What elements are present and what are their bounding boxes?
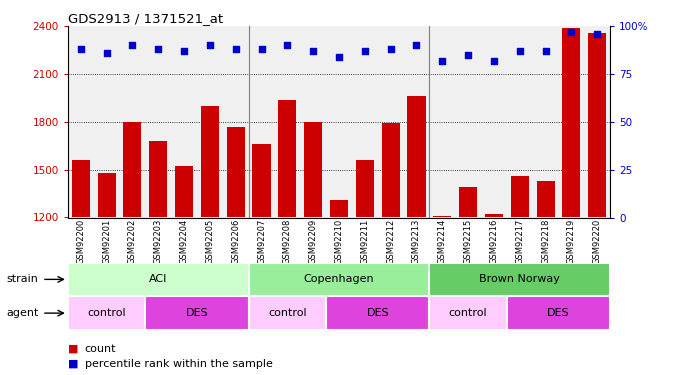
Point — [178, 48, 189, 54]
Point — [308, 48, 319, 54]
Text: ■: ■ — [68, 359, 78, 369]
Bar — [563, 28, 580, 218]
Point — [540, 48, 551, 54]
Point — [592, 31, 603, 37]
Bar — [326, 296, 429, 330]
Bar — [429, 262, 610, 296]
Text: agent: agent — [7, 308, 39, 318]
Bar — [511, 176, 529, 218]
Bar — [433, 216, 452, 217]
Text: control: control — [449, 308, 487, 318]
Point — [231, 46, 241, 52]
Point — [205, 42, 216, 48]
Text: DES: DES — [366, 308, 389, 318]
Bar — [149, 141, 167, 218]
Text: Copenhagen: Copenhagen — [304, 274, 374, 284]
Text: DES: DES — [547, 308, 570, 318]
Bar — [356, 160, 374, 218]
Text: Brown Norway: Brown Norway — [479, 274, 560, 284]
Point — [334, 54, 344, 60]
Bar — [589, 33, 606, 218]
Text: control: control — [268, 308, 306, 318]
Bar — [68, 296, 145, 330]
Bar — [485, 214, 503, 217]
Bar — [330, 200, 348, 217]
Bar — [252, 144, 271, 218]
Text: control: control — [87, 308, 126, 318]
Text: GDS2913 / 1371521_at: GDS2913 / 1371521_at — [68, 12, 223, 25]
Bar — [123, 122, 142, 218]
Bar — [68, 262, 249, 296]
Bar — [278, 99, 296, 218]
Bar — [536, 181, 555, 218]
Text: percentile rank within the sample: percentile rank within the sample — [85, 359, 273, 369]
Point — [489, 58, 500, 64]
Point — [127, 42, 138, 48]
Text: strain: strain — [7, 274, 39, 284]
Text: ACI: ACI — [149, 274, 167, 284]
Point — [256, 46, 267, 52]
Bar — [459, 187, 477, 218]
Bar — [407, 96, 426, 218]
Point — [359, 48, 370, 54]
Point — [282, 42, 293, 48]
Bar — [201, 106, 219, 218]
Bar — [382, 123, 400, 218]
Bar — [98, 173, 115, 217]
Bar — [304, 122, 322, 218]
Bar — [226, 127, 245, 218]
Bar — [507, 296, 610, 330]
Point — [153, 46, 163, 52]
Text: DES: DES — [186, 308, 208, 318]
Text: ■: ■ — [68, 344, 78, 354]
Point — [566, 29, 577, 35]
Point — [437, 58, 447, 64]
Bar — [429, 296, 507, 330]
Point — [75, 46, 86, 52]
Bar — [249, 262, 429, 296]
Point — [515, 48, 525, 54]
Bar — [72, 160, 89, 218]
Text: count: count — [85, 344, 116, 354]
Bar — [249, 296, 326, 330]
Bar — [175, 166, 193, 218]
Point — [462, 52, 473, 58]
Point — [101, 50, 112, 56]
Point — [385, 46, 396, 52]
Point — [411, 42, 422, 48]
Bar — [145, 296, 249, 330]
